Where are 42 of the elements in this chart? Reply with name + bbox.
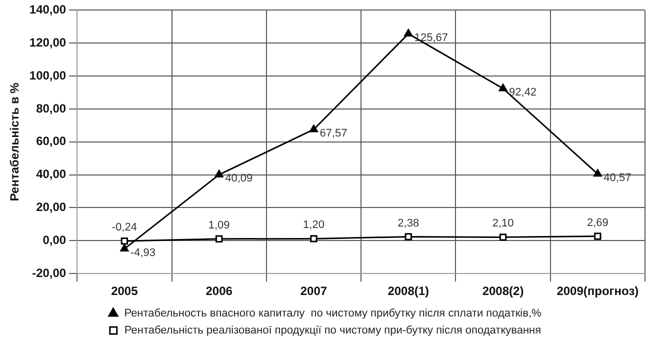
x-tick-label: 2008(2) — [482, 284, 524, 298]
point — [404, 233, 412, 240]
y-tick-label: 0,00 — [42, 232, 66, 247]
point — [120, 244, 129, 252]
data-label: 2,10 — [492, 218, 514, 230]
y-tick-label: 100,00 — [29, 68, 66, 82]
point — [499, 234, 507, 241]
x-tick-label: 2007 — [300, 284, 328, 298]
x-tick-label: 2008(1) — [388, 284, 430, 298]
y-tick-label: -20,00 — [32, 266, 66, 280]
legend-label: Рентабельність реалізованої продукції по чистому при-бутку після оподаткування — [124, 324, 542, 337]
point — [310, 124, 318, 132]
data-label: 40,09 — [225, 172, 253, 185]
data-label: -0,24 — [112, 222, 137, 234]
y-axis-title: Рентабельність в % — [8, 82, 22, 202]
point — [594, 232, 602, 240]
data-label: 125,67 — [414, 32, 448, 44]
data-label: 92,42 — [509, 86, 537, 99]
x-tick-label: 2009(прогноз) — [556, 284, 639, 298]
x-tick-label: 2006 — [206, 284, 233, 298]
y-tick-label: 60,00 — [36, 134, 66, 148]
point — [593, 169, 602, 177]
data-label: -4,93 — [130, 246, 156, 259]
data-label: 2,69 — [586, 216, 608, 229]
point — [120, 237, 128, 245]
point — [310, 235, 318, 242]
y-tick-label: 40,00 — [36, 167, 66, 182]
y-tick-label: 80,00 — [36, 101, 66, 116]
y-tick-label: 20,00 — [36, 200, 66, 214]
data-label: 67,57 — [320, 127, 348, 140]
legend-label: Рентабельность впасного капиталу по чистому прибутку після сплати податків,% — [124, 308, 542, 320]
y-tick-label: 140,00 — [29, 2, 66, 17]
point — [216, 235, 223, 242]
point — [498, 84, 508, 92]
point — [404, 29, 413, 37]
data-label: 40,57 — [604, 172, 632, 184]
point — [214, 170, 224, 178]
data-label: 1,20 — [303, 219, 324, 232]
y-tick-label: 120,00 — [29, 35, 66, 50]
x-tick-label: 2005 — [111, 284, 138, 298]
data-label: 1,09 — [208, 219, 230, 232]
data-label: 2,38 — [398, 217, 420, 230]
